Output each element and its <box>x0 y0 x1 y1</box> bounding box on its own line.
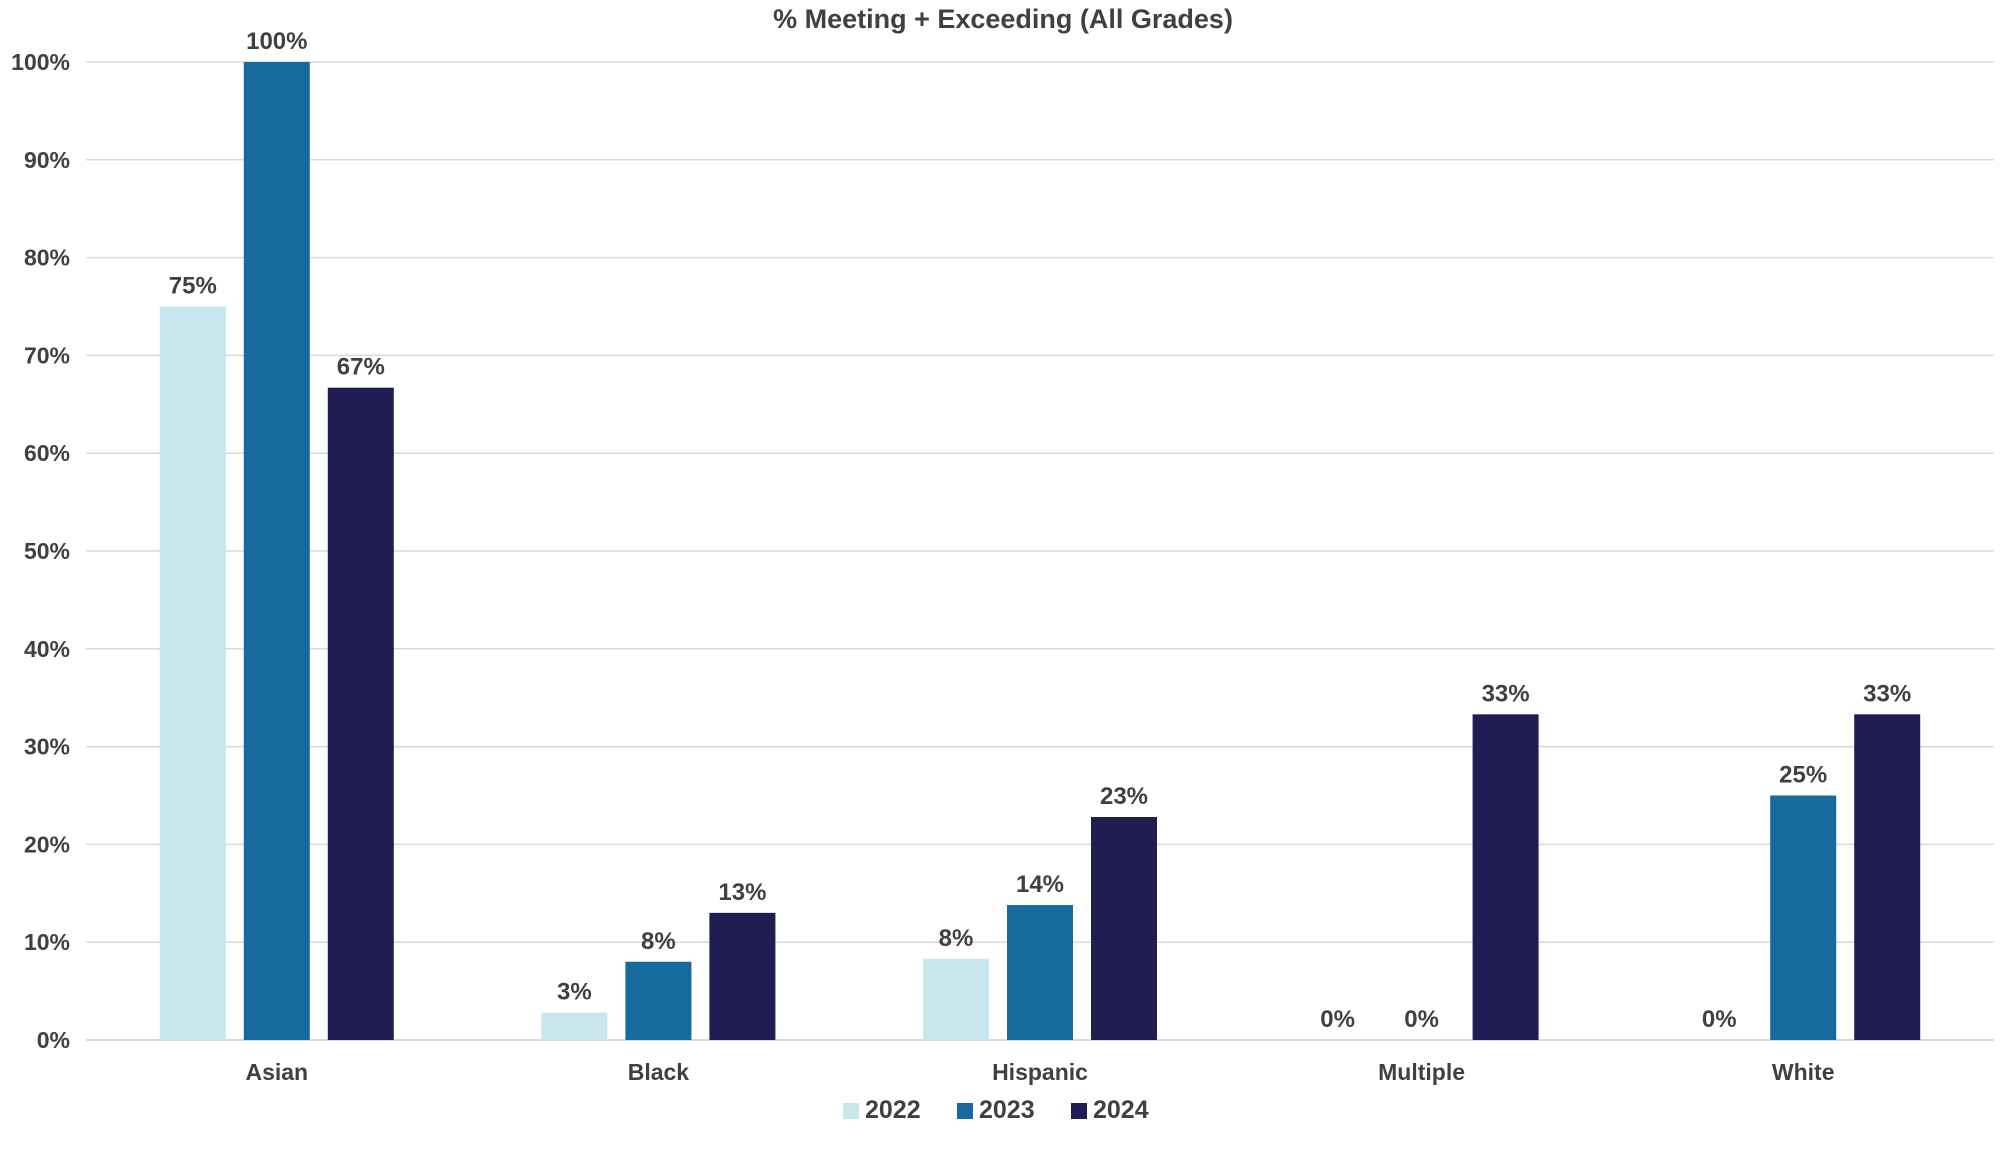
bars <box>159 62 1921 1040</box>
bar-2023-white <box>1770 795 1837 1040</box>
legend-swatch-2022 <box>843 1103 859 1119</box>
x-category-label: Hispanic <box>992 1059 1088 1085</box>
x-category-label: Black <box>628 1059 690 1085</box>
data-label: 23% <box>1100 783 1148 810</box>
data-label: 8% <box>641 928 676 955</box>
y-tick-label: 20% <box>24 831 70 857</box>
y-tick-label: 80% <box>24 245 70 271</box>
legend: 2022 2023 2024 <box>843 1096 1149 1124</box>
y-tick-label: 70% <box>24 342 70 368</box>
bar-2024-white <box>1854 714 1921 1040</box>
x-axis-categories: Asian Black Hispanic Multiple White <box>245 1059 1834 1085</box>
legend-swatch-2024 <box>1071 1103 1087 1119</box>
y-tick-label: 0% <box>37 1027 70 1053</box>
y-tick-label: 40% <box>24 636 70 662</box>
data-label: 100% <box>246 28 307 55</box>
gridlines <box>86 61 1994 1041</box>
data-label: 75% <box>169 273 217 300</box>
bar-2024-hispanic <box>1091 817 1157 1040</box>
data-label: 8% <box>939 925 974 952</box>
data-label: 13% <box>718 879 766 906</box>
data-label: 3% <box>557 979 592 1006</box>
data-labels: 75% 100% 67% 3% 8% 13% 8% 14% 23% 0% 0% 33% 0% 25% 33% <box>169 28 1911 1033</box>
y-tick-label: 10% <box>24 929 70 955</box>
y-tick-label: 100% <box>11 49 70 75</box>
data-label: 0% <box>1404 1006 1439 1033</box>
bar-2022-hispanic <box>923 958 989 1040</box>
data-label: 67% <box>337 354 385 381</box>
x-category-label: Multiple <box>1378 1059 1465 1085</box>
data-label: 14% <box>1016 871 1064 898</box>
data-label: 33% <box>1482 680 1530 707</box>
data-label: 25% <box>1779 762 1827 789</box>
legend-swatch-2023 <box>957 1103 973 1119</box>
legend-label: 2022 <box>865 1096 921 1124</box>
x-category-label: White <box>1772 1059 1835 1085</box>
legend-label: 2023 <box>979 1096 1035 1124</box>
y-axis-ticks: 0% 10% 20% 30% 40% 50% 60% 70% 80% 90% 100% <box>11 49 70 1053</box>
bar-2024-multiple <box>1472 714 1539 1040</box>
data-label: 0% <box>1702 1006 1737 1033</box>
data-label: 33% <box>1863 680 1911 707</box>
bar-2023-black <box>625 961 692 1040</box>
y-tick-label: 50% <box>24 538 70 564</box>
legend-label: 2024 <box>1093 1096 1149 1124</box>
y-tick-label: 60% <box>24 440 70 466</box>
bar-2022-asian <box>159 306 226 1040</box>
bar-2023-asian <box>243 62 310 1040</box>
bar-2022-black <box>541 1012 608 1040</box>
bar-2024-asian <box>327 387 394 1040</box>
bar-2023-hispanic <box>1007 905 1073 1040</box>
data-label: 0% <box>1320 1006 1355 1033</box>
y-tick-label: 90% <box>24 147 70 173</box>
x-category-label: Asian <box>245 1059 308 1085</box>
y-tick-label: 30% <box>24 734 70 760</box>
chart-title: % Meeting + Exceeding (All Grades) <box>773 4 1233 34</box>
bar-2024-black <box>709 912 776 1040</box>
